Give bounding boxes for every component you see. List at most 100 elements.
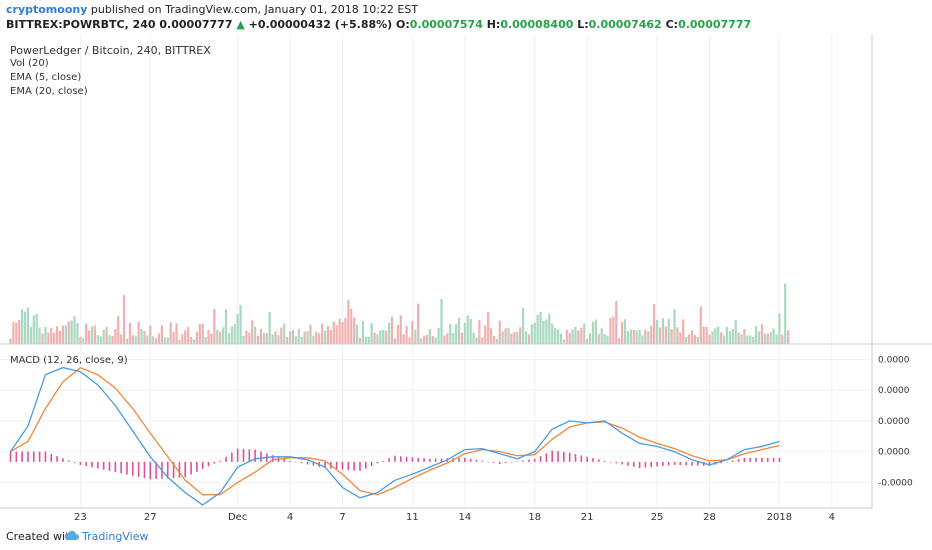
volume-bar: [571, 329, 574, 344]
macd-histogram-bar: [440, 458, 443, 462]
macd-tick-label: 0.0000: [878, 355, 910, 365]
macd-histogram-bar: [184, 461, 187, 478]
volume-bar: [690, 330, 694, 344]
volume-bar: [122, 295, 126, 344]
volume-bar: [41, 333, 44, 344]
volume-bar: [434, 337, 437, 344]
ohlc-low-label: L:: [577, 18, 589, 31]
volume-bar: [149, 325, 152, 344]
macd-histogram-bar: [108, 461, 111, 471]
volume-bar: [204, 337, 207, 344]
macd-histogram-bar: [434, 458, 437, 462]
volume-bar: [146, 335, 149, 344]
volume-bar: [140, 329, 143, 344]
volume-bar: [134, 336, 137, 344]
volume-bar: [388, 322, 391, 344]
volume-bar: [484, 325, 487, 344]
volume-bar: [326, 326, 330, 344]
macd-histogram-bar: [394, 455, 396, 462]
volume-bar: [772, 328, 775, 344]
volume-bar: [350, 308, 353, 344]
volume-bar: [449, 323, 452, 344]
volume-bar: [685, 337, 688, 344]
volume-bar: [498, 320, 501, 344]
volume-bar: [728, 331, 731, 344]
chart-area[interactable]: 2327Dec47111418212528201840.000120000.00…: [0, 34, 932, 524]
volume-bar: [763, 333, 766, 344]
volume-bar: [58, 330, 62, 344]
volume-bar: [472, 332, 475, 344]
macd-histogram-bar: [539, 456, 542, 462]
macd-histogram-bar: [38, 451, 41, 462]
x-tick-label: 28: [703, 512, 716, 523]
volume-bar: [475, 337, 478, 344]
macd-histogram-bar: [504, 461, 507, 464]
volume-bar: [612, 316, 615, 344]
volume-bar: [21, 309, 24, 344]
volume-bar: [184, 330, 187, 344]
tradingview-brand[interactable]: TradingView: [82, 530, 149, 543]
volume-bar: [53, 332, 56, 344]
macd-histogram-bar: [557, 451, 559, 462]
volume-bar: [291, 330, 295, 344]
volume-bars: [9, 283, 790, 344]
macd-histogram-bar: [673, 461, 676, 465]
macd-histogram-bar: [766, 457, 769, 462]
volume-bar: [335, 325, 338, 344]
volume-bar: [213, 309, 216, 344]
volume-bar: [507, 327, 510, 344]
volume-bar: [341, 322, 344, 344]
macd-histogram-bar: [231, 452, 233, 462]
macd-histogram-bar: [429, 458, 431, 462]
volume-bar: [696, 337, 699, 344]
author-link[interactable]: cryptomoony: [6, 3, 88, 16]
volume-bar: [687, 334, 691, 344]
volume-bar: [626, 331, 630, 344]
volume-bar: [731, 329, 734, 344]
volume-bar: [256, 335, 260, 344]
volume-bar: [189, 336, 193, 344]
volume-bar: [664, 326, 667, 344]
volume-bar: [787, 330, 790, 344]
footer: Created with TradingView: [0, 524, 932, 550]
volume-bar: [743, 329, 746, 344]
volume-bar: [15, 322, 18, 344]
volume-bar: [280, 327, 283, 344]
legend-macd: MACD (12, 26, close, 9): [10, 355, 128, 366]
volume-bar: [679, 332, 682, 344]
macd-histogram-bar: [201, 461, 204, 470]
volume-bar: [88, 330, 91, 344]
macd-histogram-bar: [91, 461, 93, 468]
volume-bar: [621, 322, 624, 344]
volume-bar: [414, 329, 417, 344]
symbol-info: BITTREX:POWRBTC, 240 0.00007777 ▲ +0.000…: [6, 18, 751, 31]
volume-bar: [96, 335, 99, 344]
macd-histogram-bar: [143, 461, 146, 479]
macd-histogram-bar: [44, 451, 47, 462]
volume-bar: [606, 335, 609, 344]
macd-histogram-bar: [190, 461, 192, 475]
macd-histogram-bar: [382, 460, 385, 462]
volume-bar: [367, 337, 370, 344]
volume-bar: [504, 328, 507, 344]
volume-bar: [82, 338, 85, 344]
volume-bar: [315, 331, 318, 344]
x-tick-label: 11: [406, 512, 419, 523]
volume-bar: [760, 324, 764, 344]
volume-bar: [114, 328, 117, 344]
ohlc-open-label: O:: [396, 18, 410, 31]
volume-bar: [323, 330, 327, 344]
volume-bar: [705, 326, 708, 344]
macd-tick-label: 0.0000: [878, 386, 910, 396]
volume-bar: [102, 329, 105, 344]
volume-bar: [603, 334, 606, 344]
macd-histogram-bar: [97, 461, 99, 469]
volume-bar: [312, 335, 315, 344]
macd-histogram-bar: [458, 457, 460, 462]
volume-bar: [393, 338, 397, 344]
volume-bar: [714, 328, 717, 344]
volume-bar: [623, 319, 627, 344]
macd-histogram-bar: [697, 461, 699, 466]
ohlc-open: 0.00007574: [409, 18, 483, 31]
volume-bar: [784, 283, 787, 344]
